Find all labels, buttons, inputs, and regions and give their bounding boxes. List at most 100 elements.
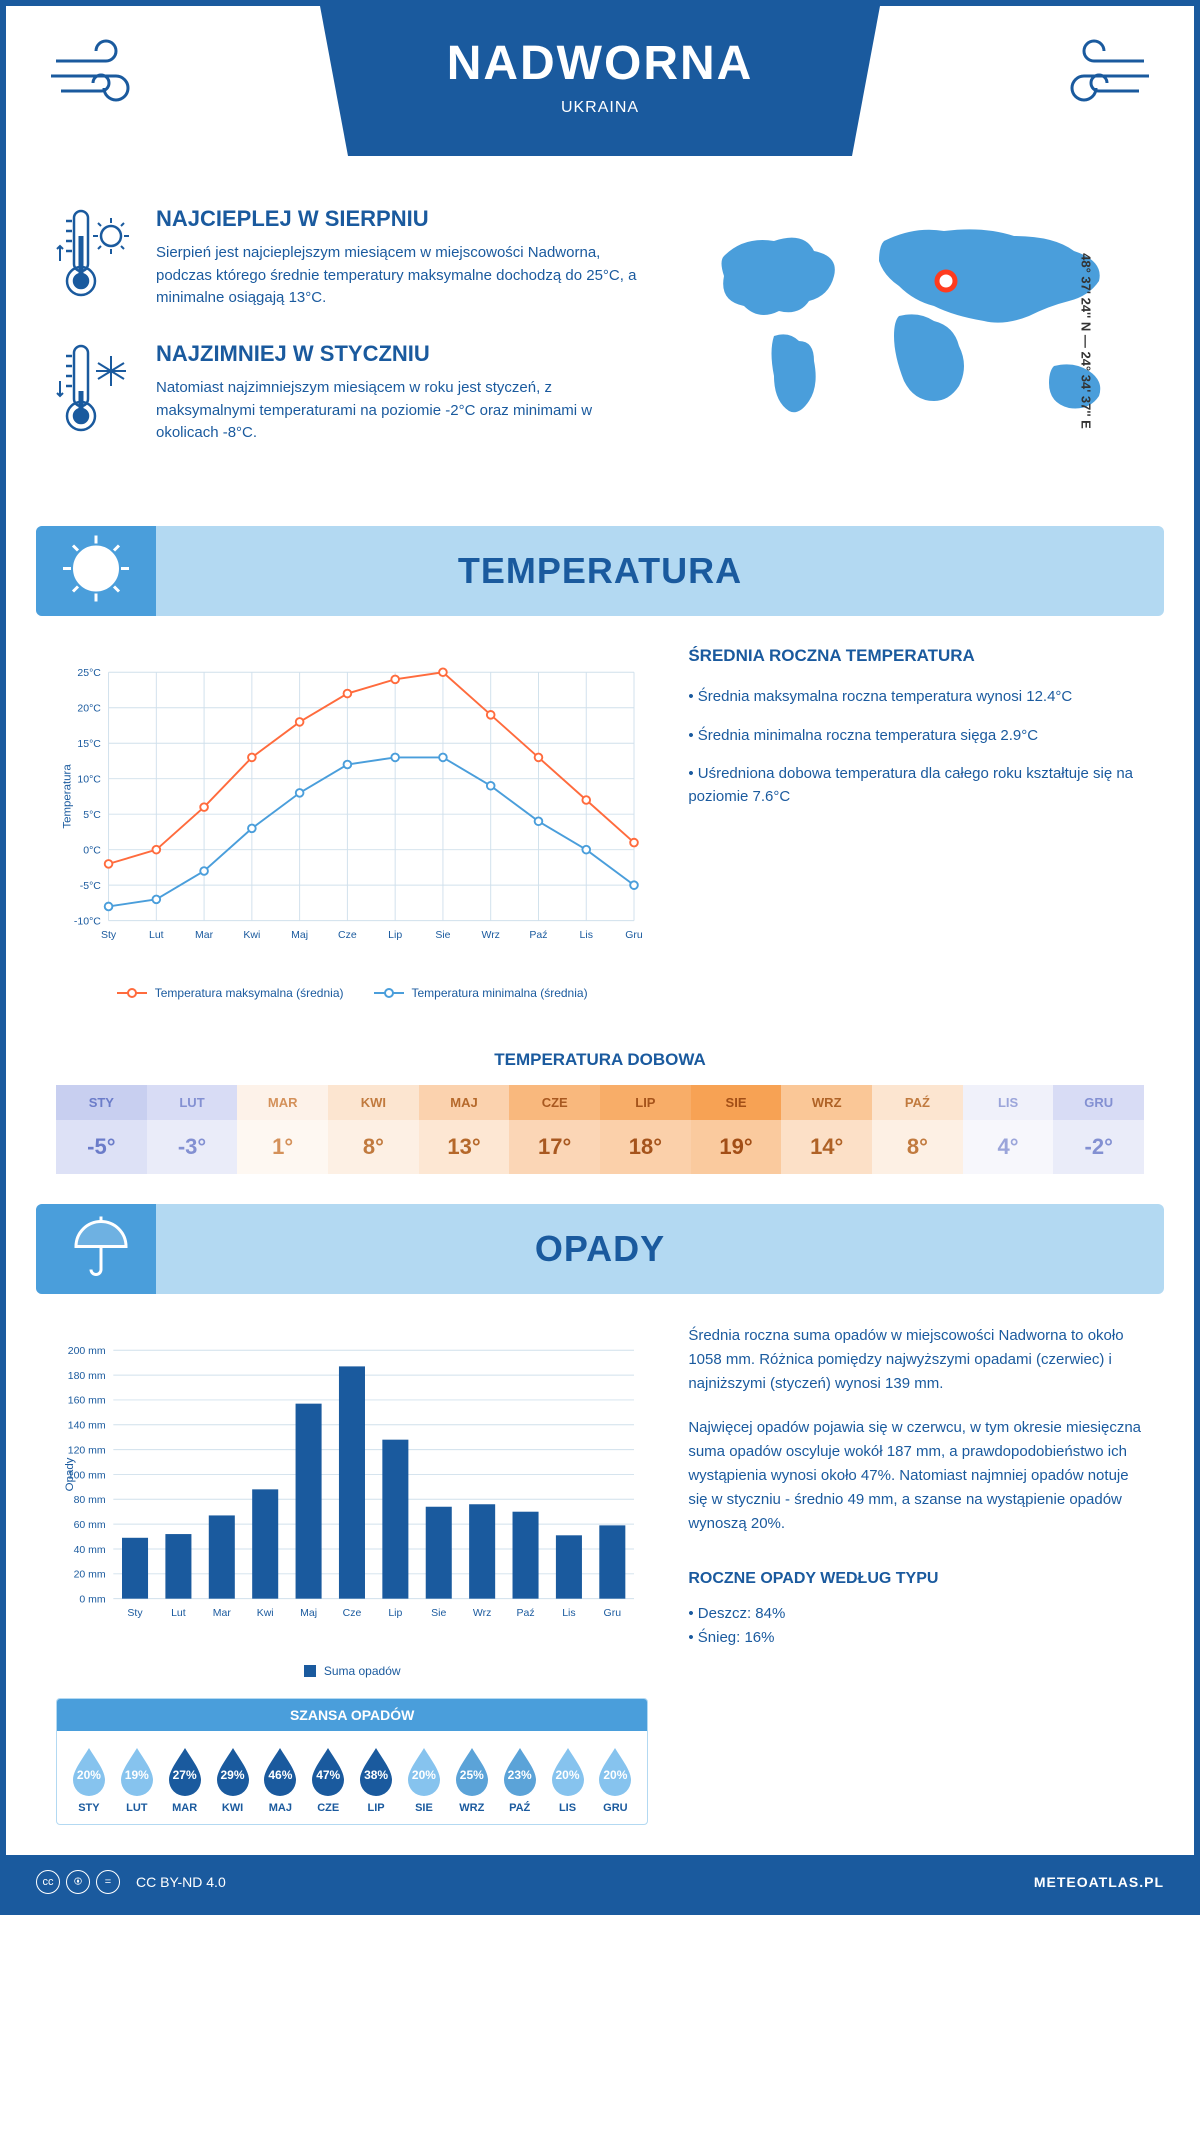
- daily-cell: PAŹ 8°: [872, 1085, 963, 1174]
- temperature-line-chart: -10°C-5°C0°C5°C10°C15°C20°C25°CStyLutMar…: [56, 646, 648, 1000]
- chance-cell: 29% KWI: [211, 1746, 255, 1814]
- precip-type-title: ROCZNE OPADY WEDŁUG TYPU: [688, 1566, 1144, 1592]
- svg-text:200 mm: 200 mm: [68, 1345, 106, 1357]
- precip-section-header: OPADY: [36, 1204, 1164, 1294]
- chance-cell: 19% LUT: [115, 1746, 159, 1814]
- chance-cell: 25% WRZ: [450, 1746, 494, 1814]
- svg-text:Lip: Lip: [388, 1607, 402, 1619]
- svg-text:Mar: Mar: [195, 929, 214, 941]
- svg-text:Cze: Cze: [343, 1607, 362, 1619]
- temperature-section-header: TEMPERATURA: [36, 526, 1164, 616]
- svg-text:Paź: Paź: [529, 929, 547, 941]
- precip-rain: • Deszcz: 84%: [688, 1602, 1144, 1626]
- chance-cell: 20% LIS: [546, 1746, 590, 1814]
- svg-text:120 mm: 120 mm: [68, 1444, 106, 1456]
- svg-text:20 mm: 20 mm: [74, 1569, 106, 1581]
- svg-text:-5°C: -5°C: [80, 880, 102, 892]
- svg-text:40 mm: 40 mm: [74, 1544, 106, 1556]
- city-title: NADWORNA: [320, 36, 880, 91]
- chance-cell: 20% GRU: [593, 1746, 637, 1814]
- svg-text:Lis: Lis: [580, 929, 593, 941]
- svg-text:25°C: 25°C: [77, 667, 101, 679]
- header-banner: NADWORNA UKRAINA: [320, 6, 880, 156]
- svg-text:140 mm: 140 mm: [68, 1420, 106, 1432]
- svg-text:15°C: 15°C: [77, 738, 101, 750]
- annual-temp-title: ŚREDNIA ROCZNA TEMPERATURA: [688, 646, 1144, 666]
- thermometer-hot-icon: [56, 206, 136, 311]
- header: NADWORNA UKRAINA: [6, 6, 1194, 186]
- precip-para: Najwięcej opadów pojawia się w czerwcu, …: [688, 1416, 1144, 1536]
- daily-cell: GRU -2°: [1053, 1085, 1144, 1174]
- footer: cc 🅯 = CC BY-ND 4.0 METEOATLAS.PL: [6, 1855, 1194, 1909]
- warmest-fact: NAJCIEPLEJ W SIERPNIU Sierpień jest najc…: [56, 206, 644, 311]
- warmest-text: Sierpień jest najcieplejszym miesiącem w…: [156, 242, 644, 310]
- svg-text:Sty: Sty: [101, 929, 117, 941]
- svg-text:Wrz: Wrz: [473, 1607, 491, 1619]
- daily-cell: STY -5°: [56, 1085, 147, 1174]
- svg-text:Sie: Sie: [435, 929, 450, 941]
- svg-text:5°C: 5°C: [83, 809, 101, 821]
- chance-cell: 46% MAJ: [258, 1746, 302, 1814]
- svg-text:80 mm: 80 mm: [74, 1494, 106, 1506]
- precip-snow: • Śnieg: 16%: [688, 1626, 1144, 1650]
- svg-text:0°C: 0°C: [83, 844, 101, 856]
- warmest-title: NAJCIEPLEJ W SIERPNIU: [156, 206, 644, 232]
- coldest-title: NAJZIMNIEJ W STYCZNIU: [156, 341, 644, 367]
- cc-icon: cc: [36, 1870, 60, 1894]
- chance-cell: 38% LIP: [354, 1746, 398, 1814]
- svg-text:20°C: 20°C: [77, 703, 101, 715]
- temperature-title: TEMPERATURA: [458, 550, 742, 592]
- daily-cell: MAR 1°: [237, 1085, 328, 1174]
- chance-cell: 23% PAŹ: [498, 1746, 542, 1814]
- daily-cell: WRZ 14°: [781, 1085, 872, 1174]
- svg-text:Paź: Paź: [516, 1607, 534, 1619]
- nd-icon: =: [96, 1870, 120, 1894]
- coldest-fact: NAJZIMNIEJ W STYCZNIU Natomiast najzimni…: [56, 341, 644, 446]
- chance-cell: 20% SIE: [402, 1746, 446, 1814]
- umbrella-icon: [61, 1212, 131, 1287]
- daily-cell: MAJ 13°: [419, 1085, 510, 1174]
- svg-text:Lip: Lip: [388, 929, 402, 941]
- wind-icon: [46, 36, 146, 130]
- legend-min: Temperatura minimalna (średnia): [374, 986, 588, 1000]
- daily-temp-title: TEMPERATURA DOBOWA: [6, 1050, 1194, 1070]
- temp-bullet: • Uśredniona dobowa temperatura dla całe…: [688, 763, 1144, 808]
- precip-bar-chart: 0 mm20 mm40 mm60 mm80 mm100 mm120 mm140 …: [56, 1324, 648, 1644]
- svg-text:Lut: Lut: [171, 1607, 186, 1619]
- svg-text:Gru: Gru: [625, 929, 643, 941]
- svg-text:Cze: Cze: [338, 929, 357, 941]
- legend-precip: Suma opadów: [304, 1664, 401, 1678]
- precip-info: Średnia roczna suma opadów w miejscowośc…: [688, 1324, 1144, 1825]
- precip-para: Średnia roczna suma opadów w miejscowośc…: [688, 1324, 1144, 1396]
- svg-text:Kwi: Kwi: [243, 929, 260, 941]
- daily-cell: CZE 17°: [509, 1085, 600, 1174]
- daily-cell: LIS 4°: [963, 1085, 1054, 1174]
- svg-text:Lis: Lis: [562, 1607, 575, 1619]
- svg-text:Temperatura: Temperatura: [61, 764, 73, 829]
- chance-cell: 27% MAR: [163, 1746, 207, 1814]
- coordinates: 48° 37' 24'' N — 24° 34' 37'' E: [1079, 253, 1094, 429]
- by-icon: 🅯: [66, 1870, 90, 1894]
- svg-text:Mar: Mar: [213, 1607, 232, 1619]
- svg-text:Maj: Maj: [300, 1607, 317, 1619]
- thermometer-cold-icon: [56, 341, 136, 446]
- country-subtitle: UKRAINA: [320, 99, 880, 117]
- daily-cell: SIE 19°: [691, 1085, 782, 1174]
- svg-text:Sty: Sty: [127, 1607, 143, 1619]
- svg-text:0 mm: 0 mm: [79, 1593, 106, 1605]
- svg-text:60 mm: 60 mm: [74, 1519, 106, 1531]
- chance-title: SZANSA OPADÓW: [57, 1699, 647, 1731]
- svg-text:10°C: 10°C: [77, 774, 101, 786]
- daily-cell: LIP 18°: [600, 1085, 691, 1174]
- chance-cell: 47% CZE: [306, 1746, 350, 1814]
- svg-text:-10°C: -10°C: [74, 915, 101, 927]
- site-name: METEOATLAS.PL: [1034, 1874, 1164, 1890]
- coldest-text: Natomiast najzimniejszym miesiącem w rok…: [156, 377, 644, 445]
- chance-cell: 20% STY: [67, 1746, 111, 1814]
- precip-title: OPADY: [535, 1228, 665, 1270]
- daily-temp-table: STY -5° LUT -3° MAR 1° KWI 8° MAJ 13° CZ…: [56, 1085, 1144, 1174]
- daily-cell: KWI 8°: [328, 1085, 419, 1174]
- svg-text:Opady: Opady: [64, 1457, 76, 1491]
- sun-icon: [61, 534, 131, 609]
- license: cc 🅯 = CC BY-ND 4.0: [36, 1870, 226, 1894]
